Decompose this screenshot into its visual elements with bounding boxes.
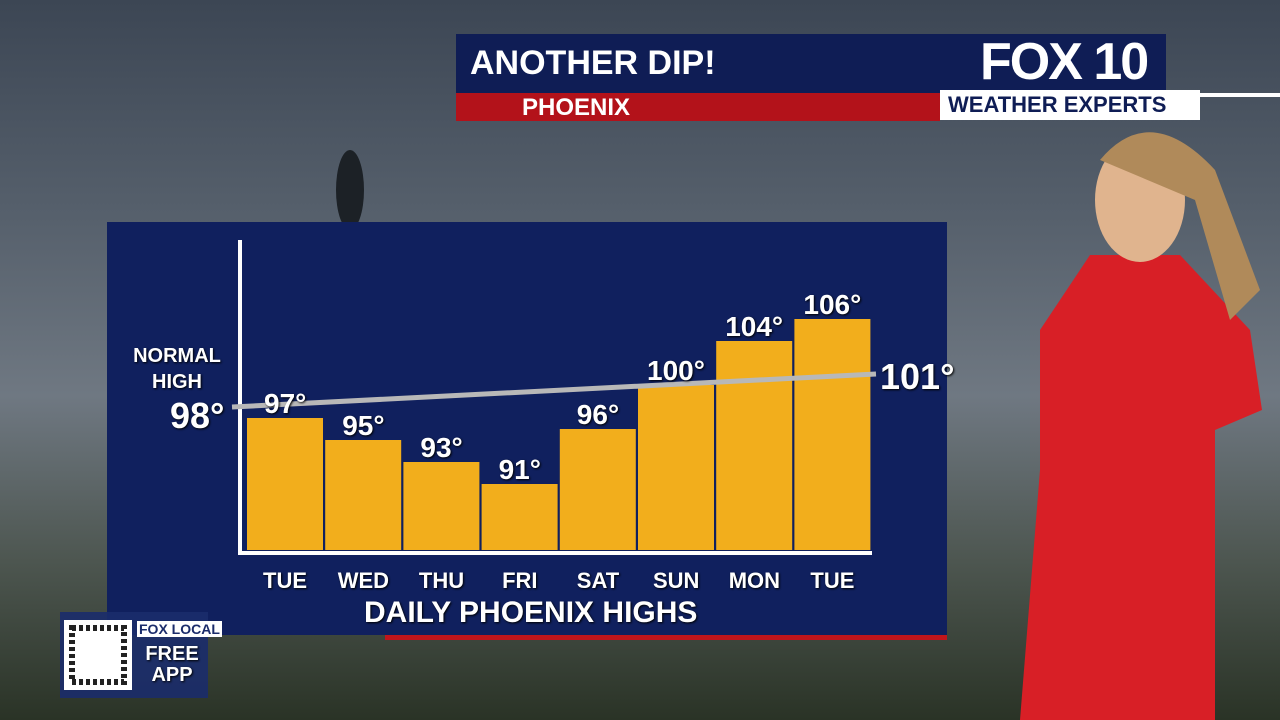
value-label: 93° <box>420 432 463 463</box>
chart-title: DAILY PHOENIX HIGHS <box>364 596 698 629</box>
bar <box>247 418 323 550</box>
panel-underline <box>385 635 947 640</box>
app-brand: FOX LOCAL <box>137 621 222 637</box>
x-tick-label: THU <box>418 568 465 593</box>
value-label: 95° <box>342 410 385 441</box>
bar <box>325 440 402 550</box>
x-tick-label: TUE <box>810 568 855 593</box>
value-label: 96° <box>576 399 620 430</box>
value-label: 91° <box>498 454 541 485</box>
reference-line <box>231 371 877 410</box>
logo-sub: WEATHER EXPERTS <box>948 92 1167 117</box>
bar <box>403 462 480 550</box>
qr-pattern <box>69 625 127 685</box>
presenter-hair <box>1100 132 1260 320</box>
x-tick-label: SUN <box>653 568 700 593</box>
x-tick-label: MON <box>728 568 781 593</box>
x-tick-label: FRI <box>502 568 538 593</box>
value-label: 106° <box>803 289 862 320</box>
reference-start-label: 98° <box>170 395 225 436</box>
value-label: 97° <box>264 388 307 419</box>
value-label: 100° <box>647 355 705 386</box>
cactus <box>336 150 364 230</box>
header-location: PHOENIX <box>522 94 631 121</box>
bar <box>794 319 871 550</box>
value-label: 104° <box>725 311 784 342</box>
header-title: ANOTHER DIP! <box>470 44 716 82</box>
header-rule <box>1200 93 1280 97</box>
reference-end-label: 101° <box>880 356 955 397</box>
bar <box>638 385 714 550</box>
qr-code <box>64 620 132 690</box>
presenter-dress <box>1020 255 1262 720</box>
location-strip <box>456 93 940 121</box>
bar <box>559 429 636 550</box>
logo: FOX 10 <box>980 33 1149 91</box>
app-text: FREE APP <box>145 643 199 686</box>
bar <box>481 484 558 550</box>
header-box <box>456 34 1166 93</box>
x-tick-label: WED <box>337 568 390 593</box>
logo-sub-box <box>940 90 1200 120</box>
reference-name: NORMAL HIGH <box>133 345 221 393</box>
x-tick-label: SAT <box>576 568 620 593</box>
bar <box>716 341 793 550</box>
x-tick-label: TUE <box>263 568 307 593</box>
